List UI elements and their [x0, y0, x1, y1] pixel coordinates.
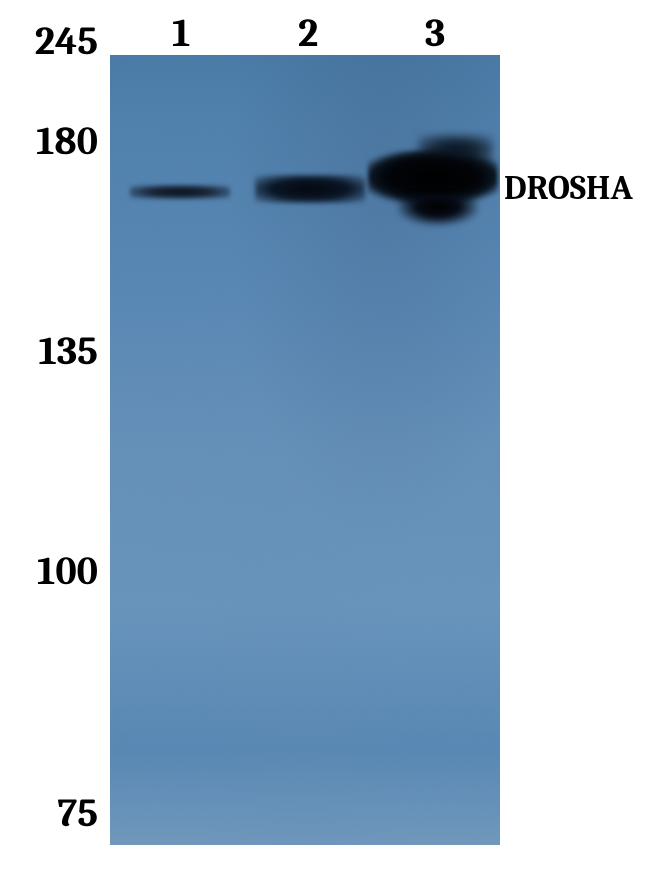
band-lane-2 — [255, 175, 365, 203]
lane-label-3: 3 — [425, 10, 445, 56]
band-lane-3-tail — [398, 195, 478, 235]
marker-180: 180 — [8, 118, 98, 164]
blot-container: 1 2 3 245 180 135 100 75 DROSHA — [0, 0, 650, 885]
marker-75: 75 — [8, 790, 98, 836]
lane-label-2: 2 — [298, 10, 318, 56]
band-lane-1 — [130, 185, 230, 199]
protein-name-label: DROSHA — [504, 168, 633, 208]
marker-135: 135 — [8, 328, 98, 374]
lane-label-1: 1 — [172, 10, 190, 56]
marker-245: 245 — [8, 18, 98, 64]
band-lane-3 — [368, 150, 500, 235]
marker-100: 100 — [8, 548, 98, 594]
blot-membrane — [110, 55, 500, 845]
